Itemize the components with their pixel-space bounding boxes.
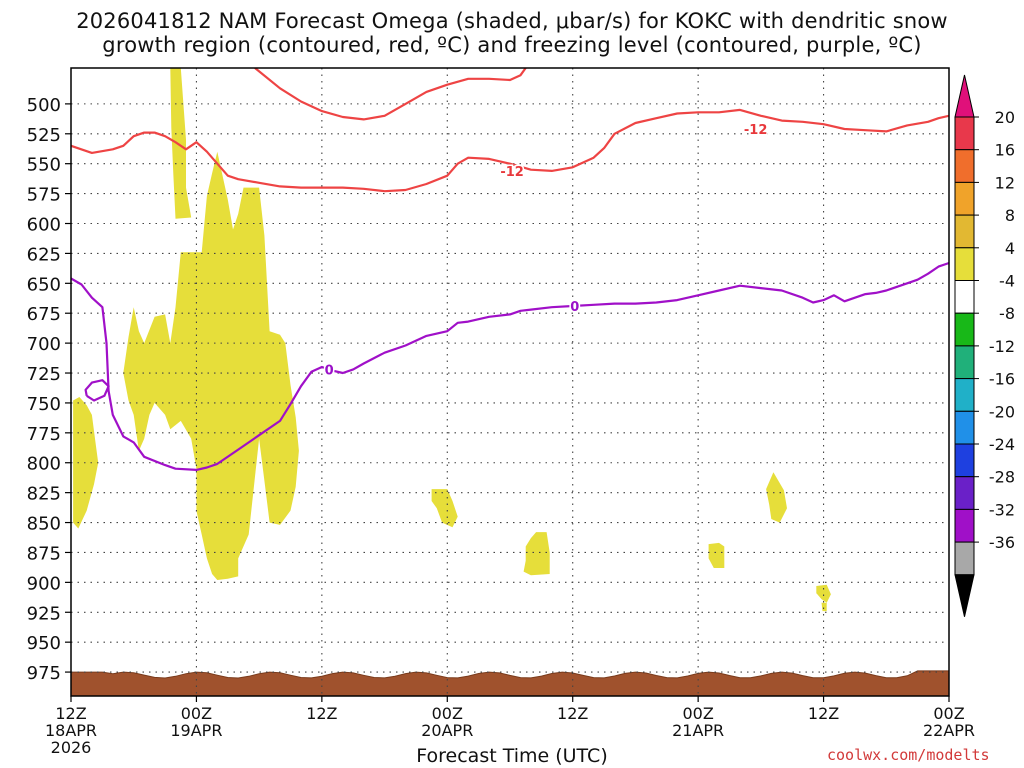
contour-dgz-upper--12C [254, 68, 527, 121]
x-tick-label-60-1: 00Z [682, 704, 713, 723]
x-axis-label: Forecast Time (UTC) [416, 745, 608, 767]
contour-freezing-level-loop [84, 379, 110, 402]
colorbar-swatch-3 [954, 214, 975, 249]
y-tick-label-700: 700 [27, 334, 61, 355]
y-tick-label-800: 800 [27, 454, 61, 475]
y-tick-label-600: 600 [27, 215, 61, 236]
y-tick-label-525: 525 [27, 125, 61, 146]
colorbar-swatch-4 [954, 247, 975, 282]
omega-shade-1 [73, 397, 99, 529]
x-tick-label-12-2: 19APR [170, 721, 222, 740]
colorbar-label-6: -8 [999, 304, 1015, 323]
colorbar-label-8: -16 [989, 370, 1015, 389]
y-tick-label-750: 750 [27, 394, 61, 415]
colorbar-label-10: -24 [989, 435, 1015, 454]
y-tick-label-900: 900 [27, 573, 61, 594]
y-tick-label-575: 575 [27, 185, 61, 206]
credit-text[interactable]: coolwx.com/modelts [827, 746, 990, 764]
omega-shade-8 [816, 584, 831, 603]
plot-area: -12 -12 0 0 [71, 68, 949, 696]
chart-title-line2: growth region (contoured, red, ºC) and f… [102, 33, 922, 57]
colorbar-label-13: -36 [989, 533, 1015, 552]
contour-label-0: -12 [500, 165, 524, 180]
ground-terrain [71, 670, 949, 696]
y-tick-label-975: 975 [27, 663, 61, 684]
omega-shade-5 [523, 532, 550, 576]
omega-shade-7 [766, 472, 787, 523]
y-tick-label-775: 775 [27, 424, 61, 445]
colorbar-bottom-arrow [954, 574, 975, 617]
x-tick-label-12-1: 00Z [181, 704, 212, 723]
colorbar-label-4: 4 [1005, 239, 1015, 258]
colorbar-swatch-1 [954, 149, 975, 183]
colorbar-label-7: -12 [989, 337, 1015, 356]
y-tick-label-725: 725 [27, 364, 61, 385]
colorbar-label-11: -28 [989, 468, 1015, 487]
contour-label-1: -12 [744, 123, 768, 138]
omega-shade-4 [431, 489, 458, 528]
y-tick-label-625: 625 [27, 244, 61, 265]
colorbar-label-12: -32 [989, 500, 1015, 519]
plot-frame [70, 67, 950, 697]
contour-freezing-level-0C [71, 261, 949, 471]
colorbar-label-3: 8 [1005, 206, 1015, 225]
y-tick-label-650: 650 [27, 274, 61, 295]
x-tick-label-0-2: 18APR [45, 721, 97, 740]
y-tick-label-950: 950 [27, 633, 61, 654]
x-tick-label-0-1: 12Z [55, 704, 86, 723]
colorbar-swatch-7 [954, 345, 975, 380]
contour-label-2: 0 [570, 300, 579, 315]
contour-label-3: 0 [325, 363, 334, 378]
colorbar-label-9: -20 [989, 402, 1015, 421]
colorbar-swatch-0 [954, 116, 975, 151]
omega-shade-3 [123, 151, 299, 580]
y-tick-label-925: 925 [27, 603, 61, 624]
y-tick-label-875: 875 [27, 543, 61, 564]
x-tick-label-48-1: 12Z [557, 704, 588, 723]
omega-shade-6 [708, 542, 725, 568]
colorbar-swatch-11 [954, 476, 975, 510]
x-tick-label-60-2: 21APR [672, 721, 724, 740]
colorbar-label-2: 12 [995, 173, 1015, 192]
y-tick-label-500: 500 [27, 95, 61, 116]
colorbar-swatch-6 [954, 312, 975, 347]
x-tick-label-24-1: 12Z [306, 704, 337, 723]
omega-shade-9 [821, 602, 827, 612]
colorbar-swatch-9 [954, 410, 975, 445]
x-tick-label-0-3: 2026 [51, 738, 92, 757]
colorbar-swatch-8 [954, 378, 975, 412]
y-tick-label-675: 675 [27, 304, 61, 325]
x-tick-label-36-2: 20APR [421, 721, 473, 740]
colorbar-swatch-13 [954, 541, 975, 576]
colorbar-label-5: -4 [999, 272, 1015, 291]
y-tick-label-550: 550 [27, 155, 61, 176]
colorbar-label-0: 20 [995, 108, 1015, 127]
colorbar-swatch-10 [954, 443, 975, 478]
x-tick-label-36-1: 00Z [432, 704, 463, 723]
y-tick-label-825: 825 [27, 484, 61, 505]
contour-dgz-lower--12C [71, 108, 949, 193]
colorbar-swatch-12 [954, 508, 975, 543]
x-tick-label-84-1: 00Z [933, 704, 964, 723]
y-tick-label-850: 850 [27, 514, 61, 535]
chart-title-line1: 2026041812 NAM Forecast Omega (shaded, μ… [76, 9, 948, 33]
colorbar-swatch-5 [954, 280, 975, 314]
colorbar-label-1: 16 [995, 141, 1015, 160]
colorbar-swatch-2 [954, 181, 975, 216]
x-tick-label-72-1: 12Z [808, 704, 839, 723]
omega-shade-2 [170, 68, 192, 219]
x-tick-label-84-2: 22APR [923, 721, 975, 740]
colorbar-top-arrow [954, 74, 975, 118]
